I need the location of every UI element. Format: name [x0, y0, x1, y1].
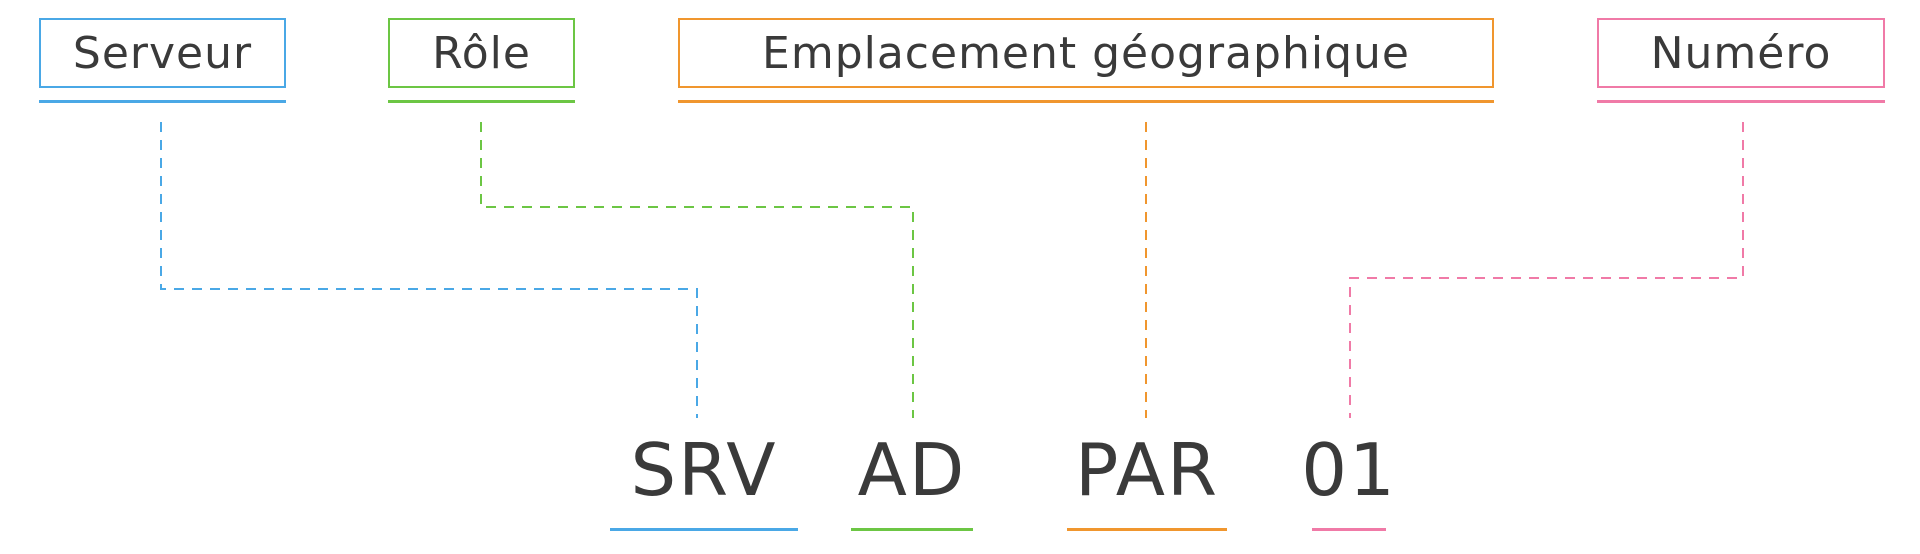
code-underline-num	[1312, 528, 1386, 531]
label-numero-underline	[1597, 100, 1885, 103]
code-underline-par	[1067, 528, 1227, 531]
label-emplacement-underline	[678, 100, 1494, 103]
code-segment-srv: SRV	[630, 428, 778, 512]
code-segment-ad: AD	[857, 428, 967, 512]
code-underline-srv	[610, 528, 798, 531]
connector-numero	[1349, 122, 1744, 418]
connector-serveur	[160, 122, 698, 418]
label-serveur: Serveur	[39, 18, 286, 88]
label-role: Rôle	[388, 18, 575, 88]
code-underline-ad	[851, 528, 973, 531]
label-numero: Numéro	[1597, 18, 1885, 88]
code-segment-num: 01	[1301, 428, 1397, 512]
label-serveur-underline	[39, 100, 286, 103]
code-segment-par: PAR	[1074, 428, 1220, 512]
label-role-underline	[388, 100, 575, 103]
label-emplacement: Emplacement géographique	[678, 18, 1494, 88]
connector-role	[480, 122, 914, 418]
